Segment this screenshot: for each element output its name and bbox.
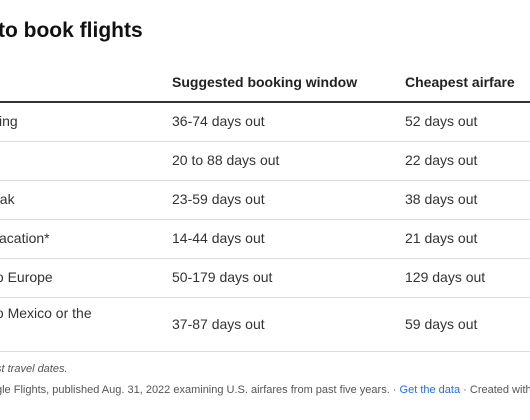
table-row: to Mexico or the n 37-87 days out 59 day… xyxy=(0,298,530,352)
row-booking-window: 20 to 88 days out xyxy=(172,152,280,168)
row-period: to Mexico or the n xyxy=(0,305,92,321)
footnote: st travel dates. xyxy=(0,363,68,375)
row-period: vacation* xyxy=(0,230,50,246)
row-booking-window: 37-87 days out xyxy=(172,316,265,332)
booking-table: Suggested booking window Cheapest airfar… xyxy=(0,68,530,352)
table-row: vacation* 14-44 days out 21 days out xyxy=(0,220,530,259)
row-cheapest-airfare: 38 days out xyxy=(405,191,478,207)
row-period: to Europe xyxy=(0,269,53,285)
source-note: gle Flights, published Aug. 31, 2022 exa… xyxy=(0,384,530,396)
row-cheapest-airfare: 22 days out xyxy=(405,152,478,168)
table-header-row: Suggested booking window Cheapest airfar… xyxy=(0,68,530,103)
table-row: to Europe 50-179 days out 129 days out xyxy=(0,259,530,298)
row-period: ving xyxy=(0,113,18,129)
header-booking-window: Suggested booking window xyxy=(172,74,358,90)
row-cheapest-airfare: 59 days out xyxy=(405,316,478,332)
created-with-text: · Created with xyxy=(460,384,530,396)
row-cheapest-airfare: 129 days out xyxy=(405,269,486,285)
source-text: gle Flights, published Aug. 31, 2022 exa… xyxy=(0,384,400,396)
page-title: to book flights xyxy=(0,19,143,42)
header-cheapest-airfare: Cheapest airfare xyxy=(405,74,515,90)
table-row: s 20 to 88 days out 22 days out xyxy=(0,142,530,181)
table-row: eak 23-59 days out 38 days out xyxy=(0,181,530,220)
row-booking-window: 23-59 days out xyxy=(172,191,265,207)
row-booking-window: 14-44 days out xyxy=(172,230,265,246)
row-cheapest-airfare: 52 days out xyxy=(405,113,478,129)
row-period: eak xyxy=(0,191,15,207)
row-booking-window: 50-179 days out xyxy=(172,269,273,285)
get-the-data-link[interactable]: Get the data xyxy=(399,384,461,396)
table-row: ving 36-74 days out 52 days out xyxy=(0,103,530,142)
row-cheapest-airfare: 21 days out xyxy=(405,230,478,246)
row-booking-window: 36-74 days out xyxy=(172,113,265,129)
